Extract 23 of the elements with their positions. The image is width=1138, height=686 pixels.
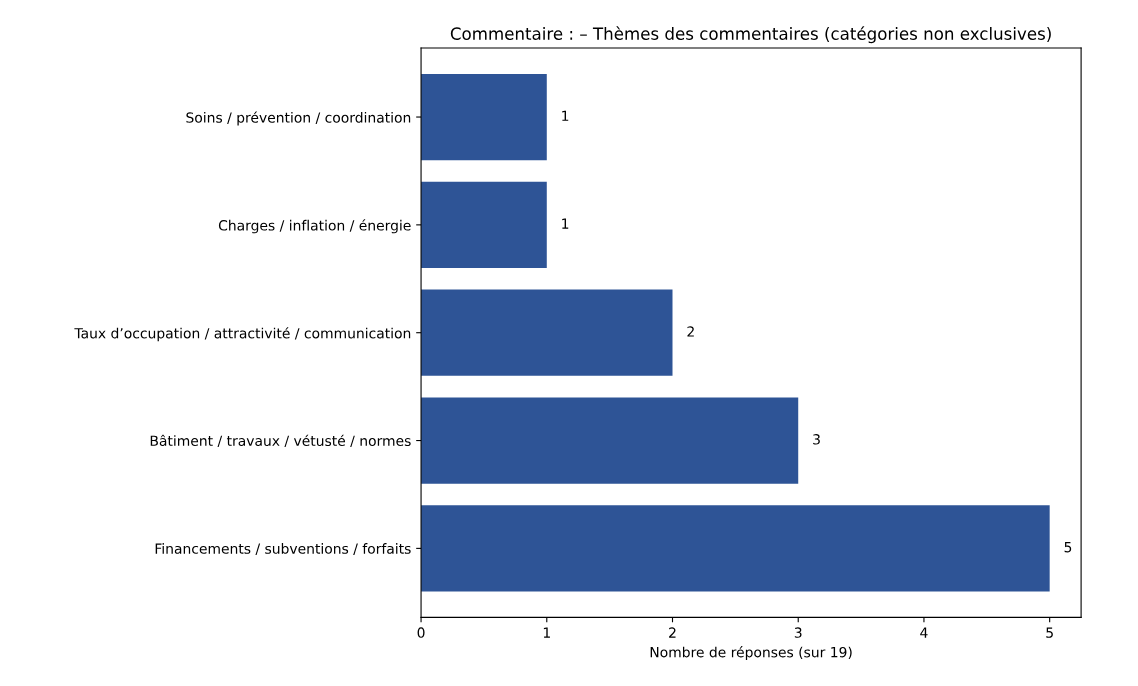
y-tick-label: Taux d’occupation / attractivité / communication	[74, 327, 411, 342]
data-label: 1	[562, 110, 569, 121]
x-tick-label: 0	[417, 627, 425, 638]
y-tick-label: Bâtiment / travaux / vétusté / normes	[150, 434, 411, 448]
data-label: 2	[687, 326, 694, 337]
y-tick-label: Soins / prévention / coordination	[186, 111, 411, 126]
data-label: 3	[813, 434, 820, 445]
bar	[421, 181, 547, 269]
x-tick-label: 5	[1046, 627, 1053, 638]
y-tick-label: Financements / subventions / forfaits	[155, 543, 411, 555]
y-tick-label: Charges / inflation / énergie	[218, 219, 411, 234]
x-tick-label: 4	[920, 627, 928, 638]
bar	[421, 289, 673, 376]
x-axis-title: Nombre de réponses (sur 19)	[650, 646, 852, 661]
x-tick-label: 1	[543, 627, 550, 638]
data-label: 5	[1064, 542, 1072, 553]
chart-title: Commentaire : – Thèmes des commentaires (catégories non exclusives)	[450, 26, 1051, 44]
x-tick-label: 2	[669, 627, 676, 638]
bar	[421, 73, 547, 161]
x-tick-label: 3	[794, 627, 802, 638]
data-label: 1	[562, 218, 569, 229]
bar	[421, 397, 799, 484]
bar	[421, 505, 1050, 592]
